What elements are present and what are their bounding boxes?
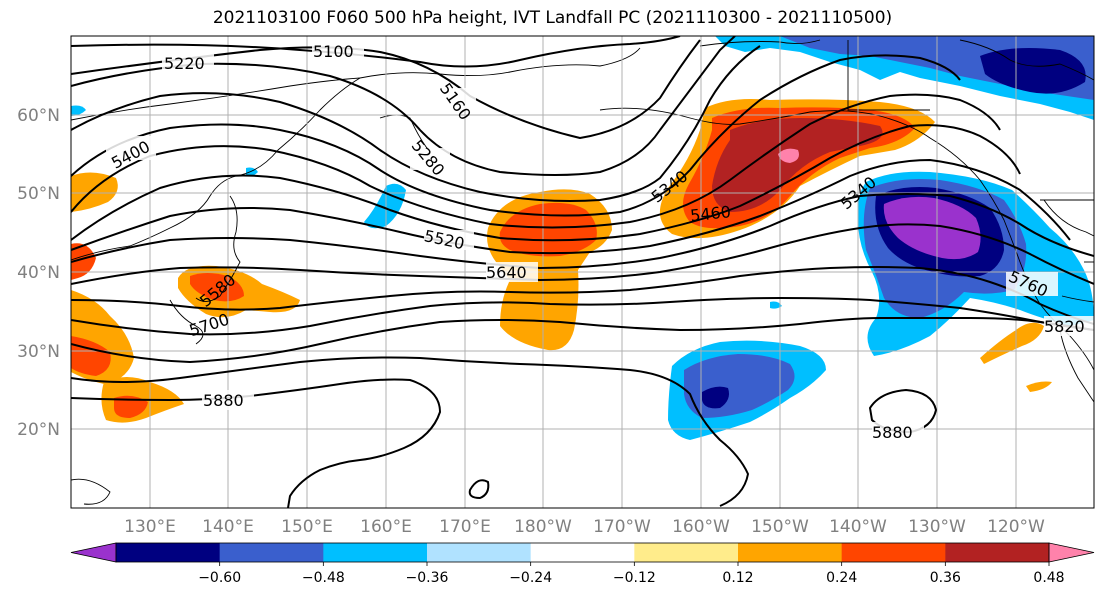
colorbar-tick-label: −0.60 [198, 570, 241, 586]
lon-label: 170°E [439, 517, 491, 537]
ivt-positive-region [71, 243, 96, 280]
ivt-positive-region [1026, 381, 1052, 392]
contour-5820 [71, 316, 1094, 364]
colorbar-tick-label: −0.24 [509, 570, 552, 586]
colorbar-swatch [841, 543, 946, 562]
contour-5460 [71, 124, 1021, 242]
lon-label: 150°W [751, 517, 809, 537]
lat-label: 50°N [17, 184, 60, 204]
ivt-negative-region [770, 301, 782, 309]
contour-5580 [71, 193, 1094, 270]
contour-5520 [71, 158, 1071, 255]
ivt-negative-region [71, 105, 86, 116]
lon-label: 170°W [593, 517, 651, 537]
colorbar-swatch [634, 543, 739, 562]
ivt-positive-region [71, 172, 118, 212]
colorbar-swatch [219, 543, 324, 562]
longitude-labels: 130°E 140°E 150°E 160°E 170°E 180°W 170°… [124, 517, 1045, 537]
colorbar-swatch [116, 543, 221, 562]
lon-label: 180°W [514, 517, 572, 537]
contour-label-5220: 5220 [164, 54, 205, 73]
colorbar-swatch [323, 543, 428, 562]
lon-label: 140°W [829, 517, 887, 537]
contour-5880-d [468, 479, 490, 500]
ivt-negative-region [702, 386, 729, 409]
colorbar-tick-label: 0.24 [826, 570, 857, 586]
colorbar-tick-label: −0.36 [406, 570, 449, 586]
ivt-negative-region [364, 183, 406, 229]
ivt-positive-region [712, 118, 883, 212]
lat-label: 60°N [17, 106, 60, 126]
contour-5760 [71, 296, 1094, 336]
colorbar-swatch [427, 543, 532, 562]
lat-label: 20°N [17, 420, 60, 440]
contour-5880-a [71, 356, 750, 507]
ivt-positive-region [778, 148, 799, 163]
colorbar-tick-label: −0.48 [302, 570, 345, 586]
contour-label-5100: 5100 [313, 42, 354, 61]
contour-5160 [71, 39, 701, 140]
contour-5340-a [71, 54, 961, 217]
ivt-negative-region [883, 196, 981, 260]
colorbar-outline [115, 542, 1050, 563]
contour-5100 [71, 36, 681, 68]
colorbar-swatch [945, 543, 1050, 562]
colorbar-swatch [530, 543, 635, 562]
lon-label: 130°E [124, 517, 176, 537]
lat-label: 30°N [17, 342, 60, 362]
height-contours [71, 36, 1094, 508]
contour-5700 [71, 266, 1094, 325]
lon-label: 160°E [360, 517, 412, 537]
colorbar-tick-label: 0.48 [1033, 570, 1064, 586]
colorbar: −0.60 −0.48 −0.36 −0.24 −0.12 0.12 0.24 0.36 0.4… [70, 542, 1095, 586]
lon-label: 120°W [987, 517, 1045, 537]
colorbar-extend-max [1048, 542, 1095, 563]
lon-label: 130°W [908, 517, 966, 537]
contour-label-5880: 5880 [203, 391, 244, 410]
lat-label: 40°N [17, 263, 60, 283]
contour-label-5880: 5880 [872, 423, 913, 442]
contour-5640 [71, 223, 1094, 285]
colorbar-extend-min [70, 542, 117, 563]
ivt-negative-region [980, 48, 1086, 94]
contour-5400 [71, 93, 1001, 229]
contour-5280 [71, 45, 761, 202]
contour-5880-b [71, 378, 442, 508]
colorbar-swatch [738, 543, 843, 562]
ivt-positive-region [980, 322, 1044, 364]
page-title: 2021103100 F060 500 hPa height, IVT Land… [212, 8, 893, 28]
colorbar-tick-label: 0.36 [930, 570, 961, 586]
lon-label: 140°E [202, 517, 254, 537]
lon-label: 150°E [281, 517, 333, 537]
lon-label: 160°W [672, 517, 730, 537]
latitude-labels: 60°N 50°N 40°N 30°N 20°N [17, 106, 60, 440]
contour-label-5820: 5820 [1044, 317, 1085, 336]
ivt-positive-region [114, 395, 148, 418]
colorbar-tick-label: 0.12 [722, 570, 753, 586]
contour-label-5640: 5640 [486, 263, 527, 282]
colorbar-tick-label: −0.12 [613, 570, 656, 586]
contour-label-5460: 5460 [689, 202, 731, 225]
map-frame [70, 35, 1095, 509]
